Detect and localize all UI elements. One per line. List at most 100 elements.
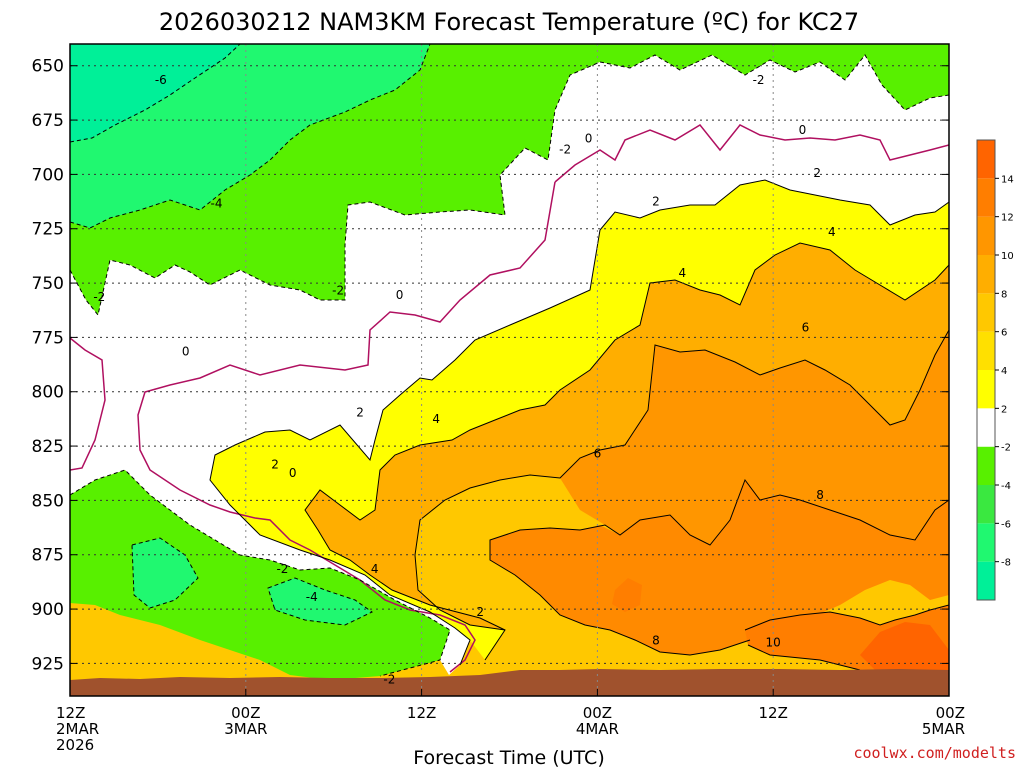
x-tick-label: 00Z [231, 704, 260, 722]
plot-frame [69, 43, 950, 697]
colorbar-label: 6 [1001, 328, 1007, 339]
colorbar-segment [977, 293, 995, 332]
band-orange-1 [305, 243, 949, 630]
colorbar-label: -4 [1001, 481, 1011, 492]
contour-label: 10 [766, 636, 781, 650]
colorbar-label: 10 [1001, 251, 1014, 262]
contour-label: 0 [182, 344, 190, 358]
colorbar-segment [977, 255, 995, 294]
y-tick-label: 850 [32, 491, 64, 511]
contour-m6-upper [70, 44, 241, 143]
contour-label: -6 [155, 73, 167, 87]
colorbar-segment [977, 331, 995, 370]
x-tick-label: 12Z [56, 704, 85, 722]
colorbar-segment [977, 178, 995, 217]
contour-label: -2 [332, 284, 344, 298]
contour-label: -4 [306, 590, 318, 604]
contour-zero-left [70, 337, 106, 471]
x-tick-label: 3MAR [224, 720, 267, 738]
contour-label: -2 [559, 142, 571, 156]
contour-label: 2 [813, 166, 821, 180]
x-tick-label: 00Z [936, 704, 965, 722]
contour-label: -2 [93, 290, 105, 304]
band-white [70, 55, 949, 675]
temperature-field [70, 44, 949, 696]
contour-p2 [209, 179, 949, 666]
x-tick-label: 4MAR [576, 720, 619, 738]
colorbar: 14 12 10 8 6 4 2 -2 -4 -6 -8 [976, 139, 1014, 601]
contour-p8 [489, 478, 949, 656]
colorbar-segment [977, 140, 995, 179]
contour-label: 6 [802, 321, 810, 335]
x-tick-label: 12Z [407, 704, 436, 722]
contour-label: 8 [652, 633, 660, 647]
contour-label: -4 [211, 197, 223, 211]
x-tick-label: 12Z [759, 704, 788, 722]
band-yellow [210, 180, 949, 660]
y-tick-label: 750 [32, 274, 64, 294]
y-tick-label: 925 [32, 654, 64, 674]
band-orange-2 [560, 330, 949, 545]
contour-p10 [744, 604, 949, 671]
colorbar-label: 2 [1001, 404, 1007, 415]
contour-label: 2 [652, 194, 660, 208]
contour-m2-upper [70, 54, 949, 317]
contour-label: 4 [432, 412, 440, 426]
contour-label: -2 [276, 562, 288, 576]
band-darkgreen-lower [132, 538, 198, 608]
y-tick-label: 825 [32, 437, 64, 457]
band-darkgreen-lower-2 [268, 578, 372, 625]
x-tick-label: 2026 [56, 736, 94, 754]
contour-p6 [414, 329, 949, 631]
contour-label: 0 [289, 466, 297, 480]
band-orange-4 [612, 578, 642, 612]
colorbar-label: 12 [1001, 213, 1014, 224]
band-green-lower [70, 470, 450, 680]
contour-label: -2 [753, 73, 765, 87]
x-tick-label: 2MAR [56, 720, 99, 738]
contour-label: 6 [594, 447, 602, 461]
colorbar-label: -8 [1001, 558, 1011, 569]
contour-label: 2 [476, 605, 484, 619]
y-tick-label: 875 [32, 546, 64, 566]
contour-label: 2 [356, 405, 364, 419]
contour-label: 4 [371, 562, 379, 576]
contour-label: 0 [799, 123, 807, 137]
colorbar-segment [977, 216, 995, 255]
colorbar-segment [977, 561, 995, 600]
credit-text[interactable]: coolwx.com/modelts [853, 744, 1016, 762]
contour-label: 2 [271, 457, 279, 471]
contour-lines [70, 44, 949, 677]
terrain [70, 669, 949, 696]
contour-label: 4 [679, 266, 687, 280]
contour-label: 8 [816, 488, 824, 502]
y-tick-label: 900 [32, 600, 64, 620]
x-axis-label: Forecast Time (UTC) [413, 747, 604, 768]
contour-m4-lower [131, 537, 373, 626]
y-tick-label: 725 [32, 220, 64, 240]
contour-label: 0 [585, 131, 593, 145]
colorbar-label: -2 [1001, 443, 1011, 454]
colorbar-segment [977, 408, 995, 447]
band-orange-3 [490, 480, 949, 655]
y-tick-label: 775 [32, 328, 64, 348]
colorbar-segment [977, 523, 995, 562]
colorbar-label: 8 [1001, 289, 1007, 300]
contour-m2-lower [70, 469, 451, 677]
contour-label: -2 [383, 673, 395, 687]
contour-label: 0 [396, 288, 404, 302]
y-tick-label: 800 [32, 383, 64, 403]
colorbar-segment [977, 446, 995, 485]
contour-label: 4 [828, 225, 836, 239]
contour-m4-upper [70, 44, 431, 229]
y-tick-label: 650 [32, 57, 64, 77]
contour-zero-middle [137, 181, 556, 673]
y-tick-label: 700 [32, 165, 64, 185]
colorbar-segment [977, 485, 995, 524]
contour-zero-upper [554, 124, 949, 183]
colorbar-label: -6 [1001, 519, 1011, 530]
chart-title: 2026030212 NAM3KM Forecast Temperature (… [159, 8, 859, 36]
